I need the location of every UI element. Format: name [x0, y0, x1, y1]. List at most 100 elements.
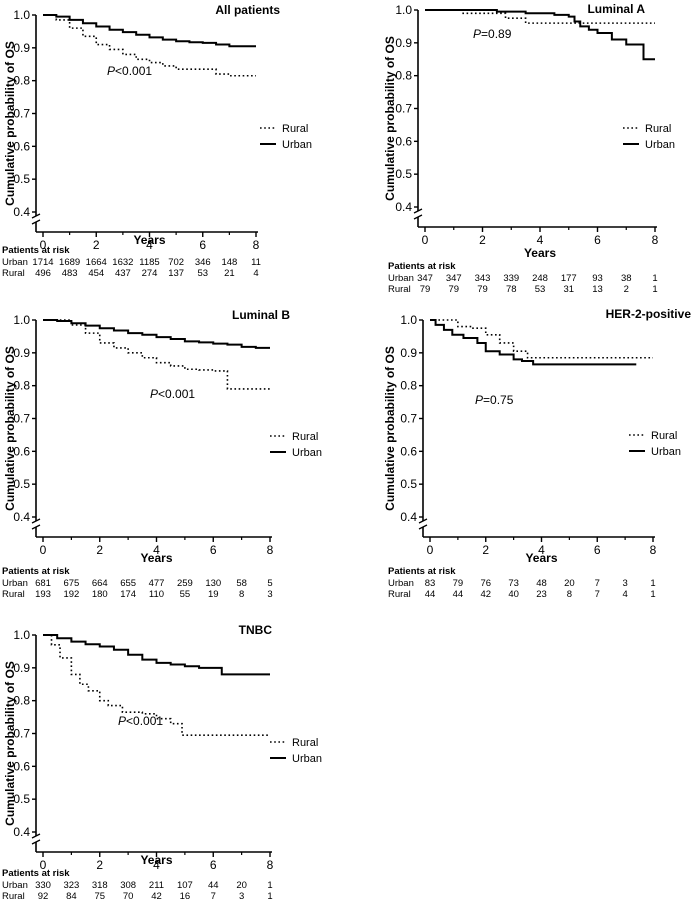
risk-cell: 2	[624, 284, 629, 295]
y-tick-label: 0.9	[13, 661, 30, 675]
risk-cell: 16	[180, 891, 191, 902]
axis-break-mark	[31, 839, 41, 845]
x-axis-label: Years	[140, 551, 172, 565]
y-tick-label: 0.7	[400, 412, 417, 426]
risk-row-label: Urban	[388, 273, 414, 284]
risk-cell: 53	[535, 284, 546, 295]
y-tick-label: 1.0	[395, 3, 412, 17]
risk-cell: 347	[417, 273, 433, 284]
axis-break-mark	[31, 219, 41, 225]
risk-cell: 5	[267, 578, 272, 589]
axis-break-mark	[418, 524, 428, 530]
y-axis-label: Cumulative probability of OS	[3, 346, 17, 511]
risk-cell: 93	[592, 273, 603, 284]
risk-table-header: Patients at risk	[388, 261, 456, 272]
y-tick-label: 1.0	[13, 8, 30, 22]
y-tick-label: 0.5	[13, 172, 30, 186]
legend-urban-label: Urban	[282, 139, 312, 151]
y-tick-label: 0.4	[13, 205, 30, 219]
km-panel-her2-positive: HER-2-positive 0.4 0.5 0.6 0.7 0.8 0.9 1.0 Cumul…	[383, 305, 700, 610]
risk-cell: 55	[180, 589, 191, 600]
risk-cell: 1	[650, 589, 655, 600]
p-value-label: P<0.001	[150, 387, 195, 401]
y-tick-label: 0.7	[395, 102, 412, 116]
risk-cell: 437	[115, 268, 131, 279]
risk-cell: 1689	[59, 257, 80, 268]
risk-cell: 20	[564, 578, 575, 589]
y-tick-label: 0.4	[400, 510, 417, 524]
risk-cell: 177	[561, 273, 577, 284]
risk-cell: 3	[622, 578, 627, 589]
y-tick-label: 0.6	[400, 444, 417, 458]
risk-cell: 83	[425, 578, 436, 589]
risk-cell: 31	[563, 284, 574, 295]
p-value-label: P=0.89	[473, 27, 512, 41]
x-tick-label: 6	[594, 543, 601, 557]
x-tick-label: 8	[253, 238, 260, 252]
x-tick-label: 8	[267, 858, 274, 872]
risk-cell: 110	[149, 589, 164, 600]
y-tick-label: 1.0	[400, 313, 417, 327]
y-tick-label: 0.5	[13, 477, 30, 491]
x-tick-label: 0	[422, 233, 429, 247]
legend-urban-label: Urban	[651, 446, 681, 458]
risk-cell: 70	[123, 891, 134, 902]
x-axis-label: Years	[140, 853, 172, 867]
km-panel-tnbc: TNBC 0.4 0.5 0.6 0.7 0.8 0.9 1.0 Cumulative prob…	[0, 615, 350, 919]
y-axis-label: Cumulative probability of OS	[3, 661, 17, 826]
risk-table-header: Patients at risk	[2, 868, 70, 879]
x-tick-label: 2	[482, 543, 489, 557]
risk-table-header: Patients at risk	[388, 566, 456, 577]
risk-cell: 343	[475, 273, 491, 284]
km-chart-svg: TNBC 0.4 0.5 0.6 0.7 0.8 0.9 1.0 Cumulative prob…	[2, 623, 322, 902]
x-tick-label: 0	[40, 238, 47, 252]
y-tick-label: 0.8	[13, 74, 30, 88]
axis-break-mark	[31, 213, 41, 219]
risk-table-header: Patients at risk	[2, 566, 70, 577]
y-tick-label: 1.0	[13, 313, 30, 327]
x-tick-label: 4	[153, 858, 160, 872]
risk-cell: 339	[503, 273, 519, 284]
km-panel-luminal-b: Luminal B 0.4 0.5 0.6 0.7 0.8 0.9 1.0 Cumulative…	[0, 305, 350, 610]
km-chart-svg: HER-2-positive 0.4 0.5 0.6 0.7 0.8 0.9 1.0 Cumul…	[383, 307, 691, 600]
y-axis-label: Cumulative probability of OS	[383, 346, 397, 511]
y-tick-label: 0.4	[13, 825, 30, 839]
series-rural-line	[43, 634, 270, 736]
risk-cell: 40	[508, 589, 519, 600]
x-tick-label: 0	[427, 543, 434, 557]
risk-cell: 248	[532, 273, 548, 284]
x-axis-label: Years	[524, 246, 556, 260]
x-tick-label: 0	[40, 543, 47, 557]
risk-cell: 84	[66, 891, 77, 902]
x-tick-label: 2	[93, 238, 100, 252]
risk-cell: 7	[211, 891, 216, 902]
risk-cell: 1632	[112, 257, 133, 268]
risk-row-label: Urban	[2, 257, 28, 268]
risk-cell: 79	[453, 578, 464, 589]
risk-cell: 130	[205, 578, 221, 589]
risk-cell: 1	[650, 578, 655, 589]
risk-cell: 53	[197, 268, 208, 279]
risk-cell: 1664	[86, 257, 107, 268]
risk-cell: 308	[120, 880, 136, 891]
risk-cell: 73	[508, 578, 519, 589]
risk-cell: 8	[239, 589, 244, 600]
y-tick-label: 0.9	[395, 36, 412, 50]
p-value-label: P<0.001	[107, 64, 152, 78]
y-tick-label: 0.4	[395, 200, 412, 214]
y-axis-label: Cumulative probability of OS	[3, 41, 17, 206]
risk-cell: 174	[120, 589, 136, 600]
p-value-label: P=0.75	[475, 393, 514, 407]
legend-rural-label: Rural	[292, 737, 318, 749]
x-tick-label: 0	[40, 858, 47, 872]
risk-cell: 323	[63, 880, 79, 891]
risk-row-label: Rural	[388, 589, 411, 600]
risk-row-label: Rural	[388, 284, 411, 295]
x-tick-label: 8	[267, 543, 274, 557]
risk-cell: 454	[88, 268, 104, 279]
y-axis-label: Cumulative probability of OS	[383, 36, 397, 201]
risk-cell: 107	[177, 880, 193, 891]
risk-row-label: Urban	[2, 578, 28, 589]
risk-row-label: Rural	[2, 589, 25, 600]
chart-title: All patients	[215, 3, 280, 17]
